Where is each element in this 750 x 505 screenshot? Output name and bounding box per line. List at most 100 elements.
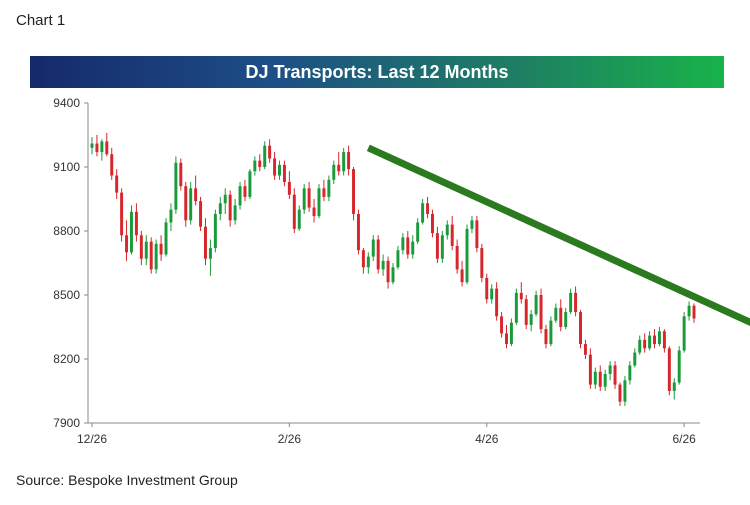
candle-body [480, 248, 484, 278]
candle-up [302, 184, 306, 214]
candle-body [583, 344, 587, 355]
candle-down [662, 329, 666, 353]
candle-up [238, 181, 242, 210]
candle-body [253, 160, 257, 172]
candle-down [352, 167, 356, 221]
candle-body [337, 164, 341, 172]
candle-body [490, 288, 494, 300]
candle-body [638, 339, 642, 353]
candle-body [505, 333, 508, 345]
candle-up [189, 181, 193, 225]
candle-down [194, 175, 198, 206]
candle-down [618, 382, 622, 406]
candle-down [485, 273, 489, 304]
candle-body [386, 260, 390, 283]
candle-up [569, 288, 573, 315]
candle-body [347, 152, 351, 170]
candle-up [440, 231, 444, 263]
candle-down [539, 288, 543, 334]
candle-body [396, 250, 400, 268]
candle-body [100, 141, 104, 153]
candle-down [243, 179, 247, 202]
candle-body [342, 152, 346, 172]
candle-body [228, 194, 232, 221]
candle-body [174, 162, 178, 210]
candle-down [110, 147, 114, 180]
candle-body [125, 235, 129, 253]
candle-up [445, 220, 449, 240]
candle-down [588, 348, 592, 389]
source-note: Source: Bespoke Investment Group [16, 472, 238, 488]
candle-down [376, 235, 380, 274]
y-tick-label: 8500 [53, 288, 80, 302]
y-tick-label: 8200 [53, 352, 80, 366]
x-tick-label: 2/26 [278, 432, 302, 446]
candle-body [440, 235, 444, 259]
candle-body [475, 220, 479, 249]
candle-up [421, 199, 425, 225]
candle-down [184, 181, 188, 227]
candle-up [682, 312, 686, 353]
candle-body [204, 226, 207, 259]
candle-down [282, 160, 286, 187]
candle-down [179, 158, 183, 191]
candle-body [445, 224, 449, 236]
candle-body [179, 162, 183, 187]
candle-down [519, 282, 523, 304]
candle-body [406, 237, 410, 255]
candle-body [287, 181, 291, 195]
candle-body [307, 188, 311, 208]
candle-body [282, 164, 286, 182]
candle-body [569, 292, 573, 313]
candle-body [534, 295, 538, 315]
candle-up [253, 156, 257, 176]
candle-down [435, 226, 439, 263]
candle-up [623, 376, 627, 406]
candle-body [643, 339, 647, 349]
chart-label: Chart 1 [16, 12, 66, 29]
candle-up [218, 196, 222, 221]
candle-up [233, 199, 237, 225]
candle-down [95, 135, 99, 157]
candle-body [327, 179, 331, 197]
chart-axes: 7900 8200 8500 8800 9100 9400 12/26 2/26 4/26 6/2… [53, 96, 700, 446]
trendline-group [366, 144, 750, 327]
candle-body [381, 260, 385, 270]
candle-up [687, 301, 691, 321]
candle-up [554, 303, 558, 323]
candle-body [169, 209, 173, 223]
y-tick-label: 8800 [53, 224, 80, 238]
candle-body [194, 188, 198, 202]
candle-body [297, 209, 301, 229]
candle-body [559, 307, 563, 327]
candle-body [134, 211, 138, 236]
candle-up [549, 316, 553, 347]
candle-body [199, 201, 203, 227]
candle-up [603, 369, 607, 391]
candle-body [455, 245, 459, 270]
candle-up [638, 335, 642, 355]
candle-up [411, 235, 415, 259]
candle-down [643, 333, 647, 353]
candle-body [430, 213, 434, 234]
candle-up [416, 218, 420, 244]
candle-up [396, 245, 400, 270]
x-tick-label: 6/26 [672, 432, 696, 446]
candle-up [248, 169, 252, 199]
candle-body [421, 203, 425, 223]
candle-body [618, 384, 622, 402]
candle-body [263, 145, 267, 167]
candle-up [371, 235, 375, 261]
candle-body [613, 365, 617, 385]
candle-up [278, 160, 281, 180]
candle-down [312, 199, 316, 223]
candle-body [411, 241, 415, 255]
candle-down [524, 295, 528, 330]
candle-up [366, 252, 370, 274]
candle-down [228, 190, 232, 227]
candle-body [238, 186, 242, 206]
candle-down [495, 282, 499, 321]
candle-body [154, 243, 158, 270]
candle-up [628, 361, 632, 385]
